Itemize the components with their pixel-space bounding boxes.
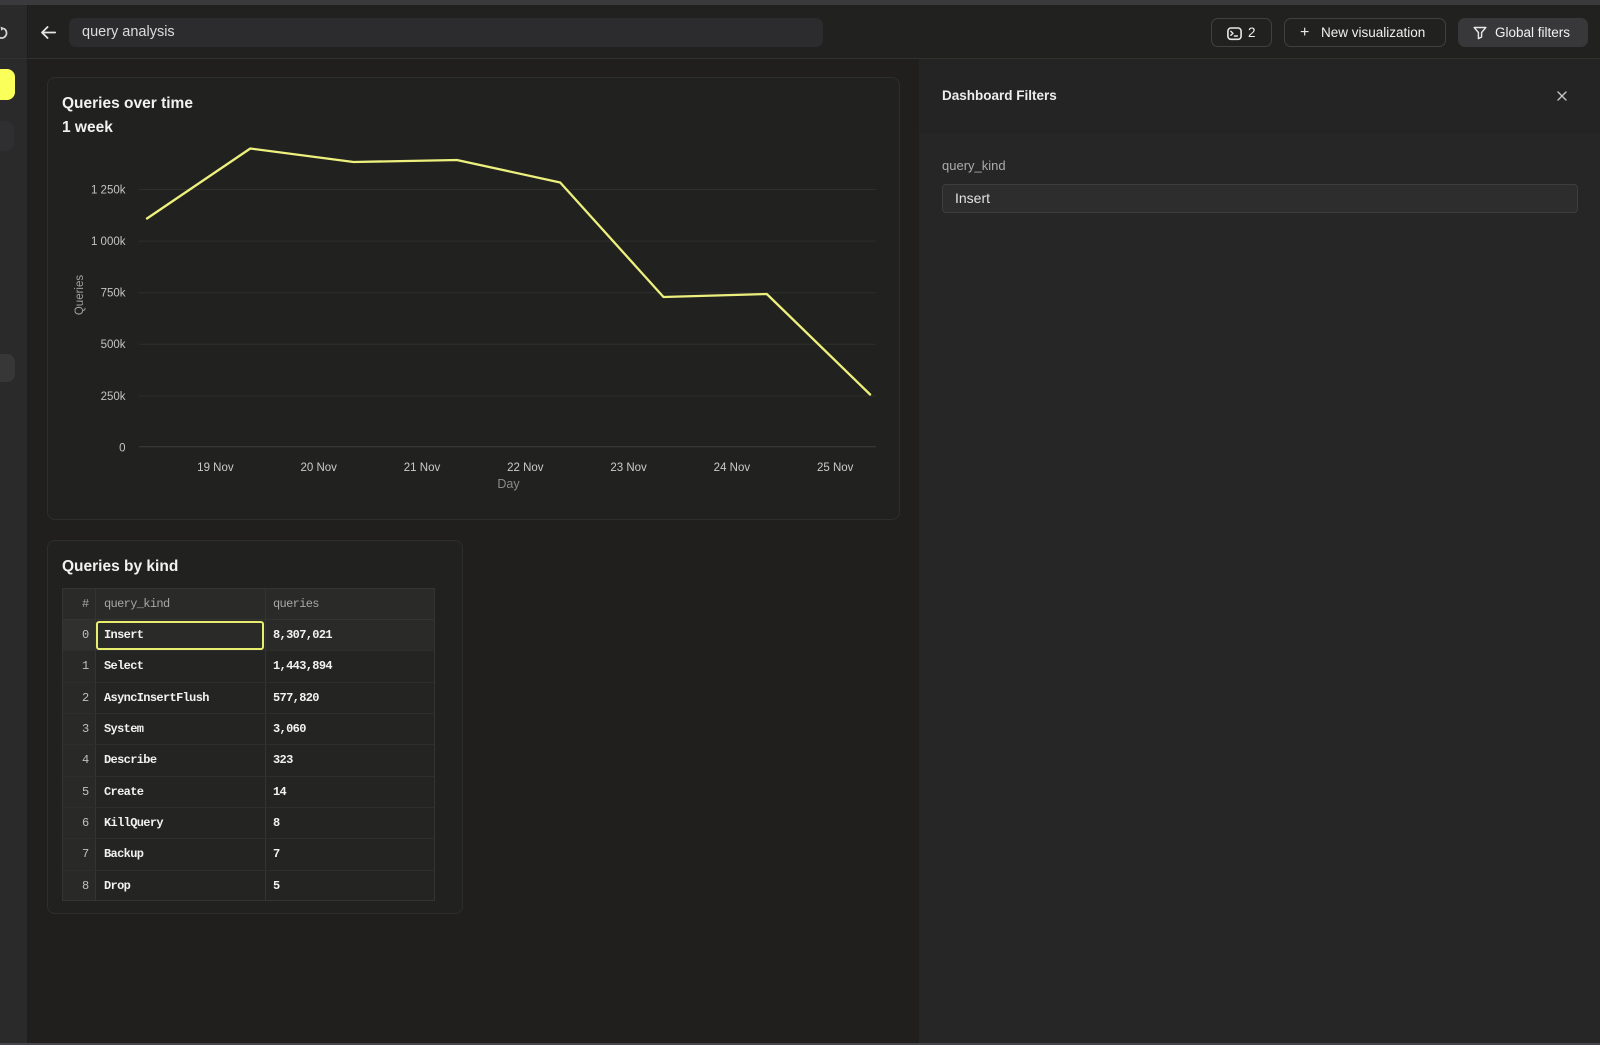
svg-text:Day: Day <box>497 477 520 491</box>
svg-text:0: 0 <box>119 442 125 454</box>
svg-text:500k: 500k <box>101 339 126 351</box>
svg-text:Queries: Queries <box>74 275 86 316</box>
svg-text:25 Nov: 25 Nov <box>817 462 854 474</box>
svg-text:20 Nov: 20 Nov <box>300 462 337 474</box>
svg-text:19 Nov: 19 Nov <box>197 462 234 474</box>
svg-text:23 Nov: 23 Nov <box>610 462 647 474</box>
svg-text:21 Nov: 21 Nov <box>404 462 441 474</box>
svg-text:750k: 750k <box>101 288 126 300</box>
svg-text:1 000k: 1 000k <box>91 236 126 248</box>
svg-text:22 Nov: 22 Nov <box>507 462 544 474</box>
svg-text:1 250k: 1 250k <box>91 184 126 196</box>
svg-text:250k: 250k <box>101 391 126 403</box>
svg-text:24 Nov: 24 Nov <box>714 462 751 474</box>
